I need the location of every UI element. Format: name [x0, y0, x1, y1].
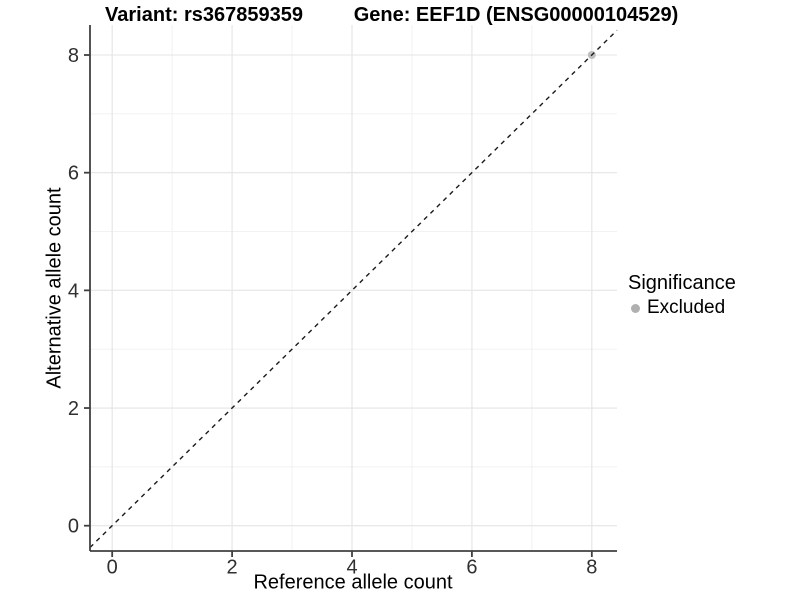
y-tick-label: 2 [68, 398, 79, 420]
x-tick-label: 6 [466, 557, 477, 579]
x-tick-label: 2 [227, 557, 238, 579]
y-tick-label: 6 [68, 163, 79, 185]
legend-item-label: Excluded [647, 297, 726, 318]
legend-title: Significance [628, 272, 736, 294]
y-tick-label: 0 [68, 516, 79, 538]
y-axis-label: Alternative allele count [43, 187, 66, 389]
legend-point-icon [631, 303, 640, 313]
x-axis-label: Reference allele count [253, 571, 453, 594]
x-tick-label: 8 [586, 557, 597, 579]
plot-title-variant: Variant: rs367859359 [105, 4, 303, 26]
legend-item-excluded: Excluded [628, 297, 736, 319]
identity-line [89, 29, 618, 548]
plot-title-gene: Gene: EEF1D (ENSG00000104529) [353, 4, 679, 26]
legend: Significance Excluded [628, 272, 736, 319]
x-tick-label: 0 [107, 557, 118, 579]
y-tick-label: 8 [68, 45, 79, 67]
x-tick-label: 4 [346, 557, 357, 579]
y-tick-label: 4 [68, 280, 79, 302]
